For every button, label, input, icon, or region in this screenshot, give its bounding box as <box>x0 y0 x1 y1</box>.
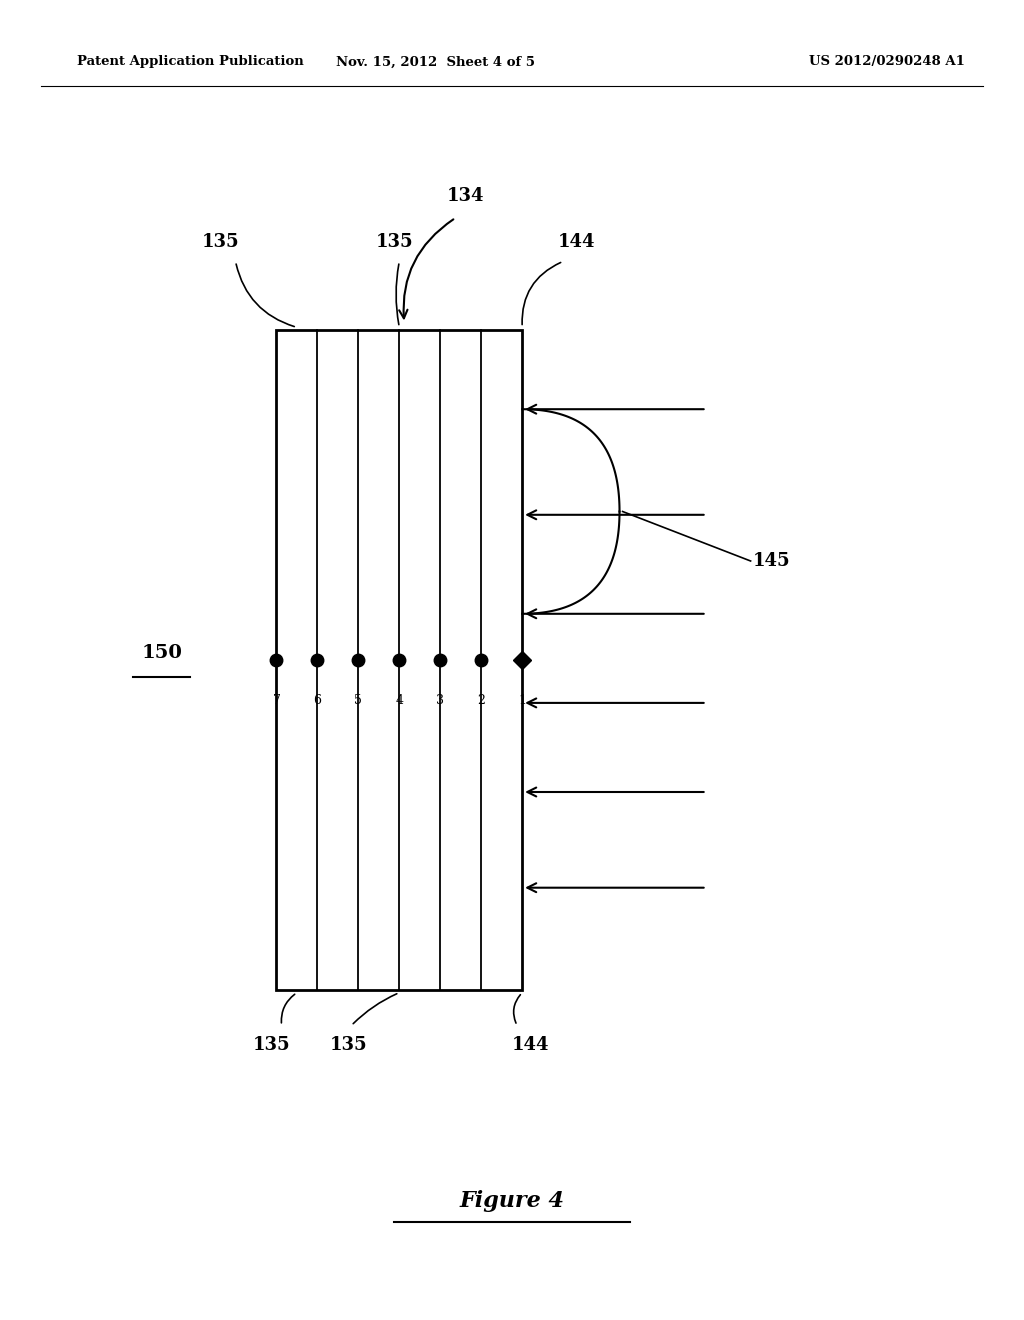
Text: 4: 4 <box>395 694 403 708</box>
Text: 134: 134 <box>447 186 484 205</box>
Text: Nov. 15, 2012  Sheet 4 of 5: Nov. 15, 2012 Sheet 4 of 5 <box>336 55 535 69</box>
Text: 144: 144 <box>512 1036 550 1055</box>
Text: 1: 1 <box>518 694 526 708</box>
Text: Figure 4: Figure 4 <box>460 1191 564 1212</box>
Text: 135: 135 <box>202 232 239 251</box>
Text: 2: 2 <box>477 694 485 708</box>
Text: Patent Application Publication: Patent Application Publication <box>77 55 303 69</box>
Text: 135: 135 <box>253 1036 290 1055</box>
Text: 135: 135 <box>376 232 413 251</box>
Text: 135: 135 <box>330 1036 367 1055</box>
Text: 145: 145 <box>753 552 791 570</box>
Bar <box>276 330 522 990</box>
Text: 5: 5 <box>354 694 362 708</box>
Text: 144: 144 <box>558 232 596 251</box>
Text: 150: 150 <box>141 644 182 663</box>
Text: 7: 7 <box>272 694 281 708</box>
Text: 3: 3 <box>436 694 444 708</box>
Text: US 2012/0290248 A1: US 2012/0290248 A1 <box>809 55 965 69</box>
Text: 6: 6 <box>313 694 322 708</box>
